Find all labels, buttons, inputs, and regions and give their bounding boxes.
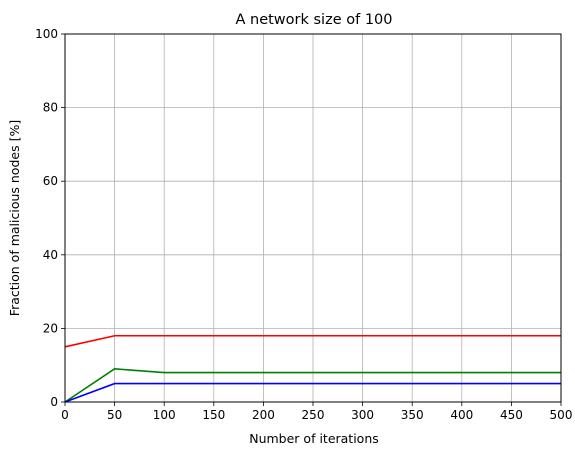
y-axis: 0 20 40 60 80 100 xyxy=(35,27,65,409)
y-tick-label: 0 xyxy=(50,395,58,409)
x-tick-label: 200 xyxy=(252,408,275,422)
y-tick-label: 60 xyxy=(43,174,58,188)
y-axis-label: Fraction of malicious nodes [%] xyxy=(7,120,22,316)
y-tick-label: 20 xyxy=(43,321,58,335)
x-axis-label: Number of iterations xyxy=(249,431,379,446)
x-tick-label: 500 xyxy=(550,408,573,422)
series-line-3 xyxy=(64,382,561,403)
grid xyxy=(64,33,562,403)
x-tick-label: 50 xyxy=(107,408,122,422)
series-line-1 xyxy=(64,334,561,348)
x-tick-label: 150 xyxy=(202,408,225,422)
x-tick-label: 250 xyxy=(302,408,325,422)
x-tick-label: 0 xyxy=(61,408,69,422)
x-tick-label: 400 xyxy=(450,408,473,422)
series-line-2 xyxy=(64,368,561,403)
y-tick-label: 80 xyxy=(43,101,58,115)
x-axis: 0 50 100 150 200 250 300 350 400 450 500 xyxy=(61,402,572,422)
x-tick-label: 450 xyxy=(500,408,523,422)
chart-title: A network size of 100 xyxy=(235,12,392,28)
series-layer xyxy=(64,334,561,403)
y-tick-label: 100 xyxy=(35,27,58,41)
x-tick-label: 350 xyxy=(401,408,424,422)
x-tick-label: 300 xyxy=(351,408,374,422)
x-tick-label: 100 xyxy=(153,408,176,422)
y-tick-label: 40 xyxy=(43,248,58,262)
